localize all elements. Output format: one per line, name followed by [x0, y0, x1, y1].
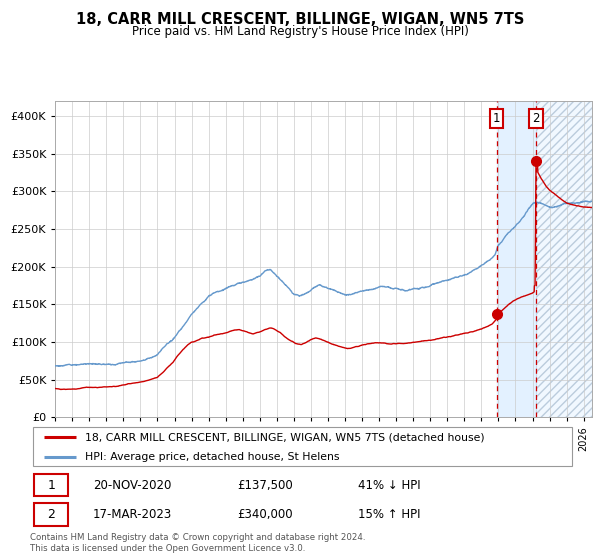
Text: 2: 2	[47, 508, 55, 521]
FancyBboxPatch shape	[34, 503, 68, 526]
Text: 1: 1	[493, 111, 500, 125]
Text: Price paid vs. HM Land Registry's House Price Index (HPI): Price paid vs. HM Land Registry's House …	[131, 25, 469, 38]
Text: 41% ↓ HPI: 41% ↓ HPI	[358, 479, 420, 492]
Text: 15% ↑ HPI: 15% ↑ HPI	[358, 508, 420, 521]
Text: 1: 1	[47, 479, 55, 492]
Text: 2: 2	[532, 111, 539, 125]
Bar	[536, 101, 592, 417]
Text: 18, CARR MILL CRESCENT, BILLINGE, WIGAN, WN5 7TS: 18, CARR MILL CRESCENT, BILLINGE, WIGAN,…	[76, 12, 524, 27]
Bar	[497, 101, 536, 417]
Text: 20-NOV-2020: 20-NOV-2020	[93, 479, 171, 492]
Text: 17-MAR-2023: 17-MAR-2023	[93, 508, 172, 521]
Text: HPI: Average price, detached house, St Helens: HPI: Average price, detached house, St H…	[85, 452, 339, 461]
FancyBboxPatch shape	[33, 427, 572, 466]
Text: 18, CARR MILL CRESCENT, BILLINGE, WIGAN, WN5 7TS (detached house): 18, CARR MILL CRESCENT, BILLINGE, WIGAN,…	[85, 432, 484, 442]
Text: £137,500: £137,500	[238, 479, 293, 492]
Text: Contains HM Land Registry data © Crown copyright and database right 2024.
This d: Contains HM Land Registry data © Crown c…	[30, 533, 365, 553]
FancyBboxPatch shape	[34, 474, 68, 496]
Text: £340,000: £340,000	[238, 508, 293, 521]
